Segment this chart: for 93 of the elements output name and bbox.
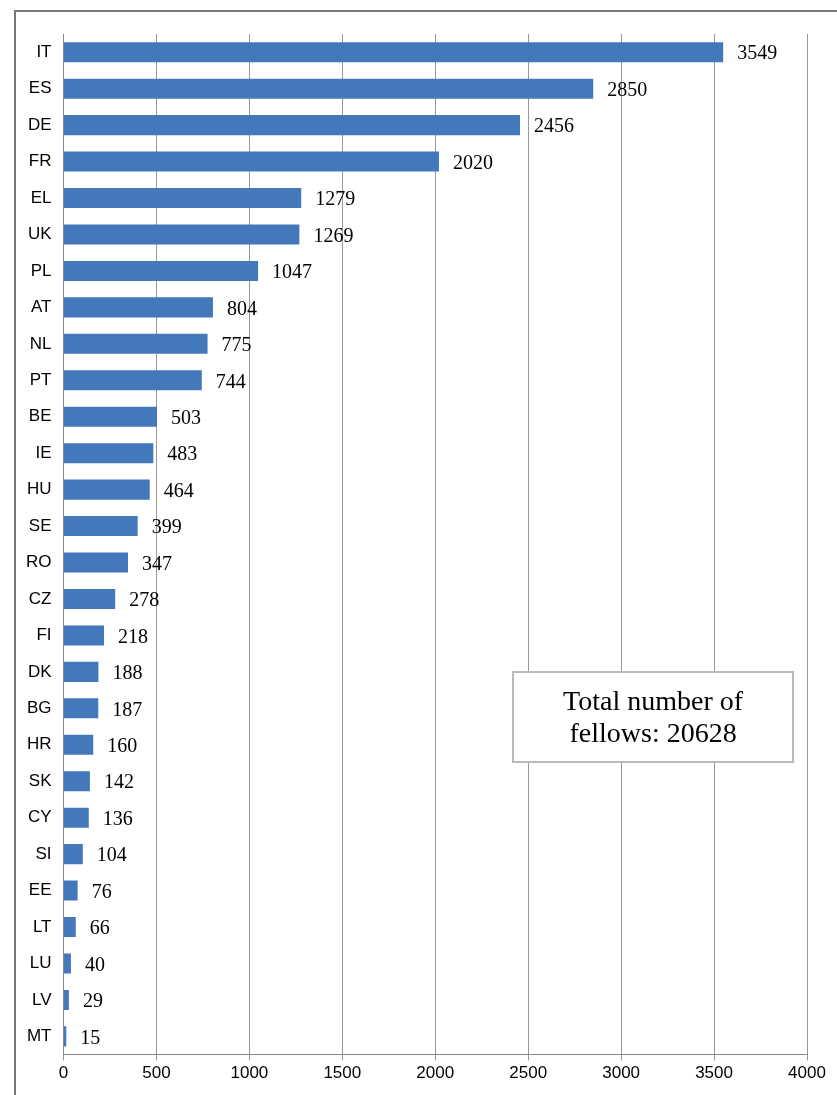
data-label: 503	[171, 405, 201, 428]
y-tick-label: BG	[26, 698, 52, 718]
bar	[64, 443, 154, 464]
bar	[64, 917, 76, 938]
bar	[64, 516, 138, 537]
data-label: 29	[82, 989, 103, 1012]
y-tick-label: NL	[29, 333, 52, 353]
x-tick-label: 0	[58, 1063, 69, 1083]
y-tick-label: EE	[28, 880, 52, 900]
bar	[64, 552, 128, 573]
data-label: 218	[118, 624, 149, 647]
data-label: 40	[84, 952, 105, 975]
y-tick-label: ES	[28, 78, 52, 98]
y-tick-label: PT	[29, 369, 52, 389]
x-tick-label: 4000	[788, 1063, 826, 1083]
bar	[64, 406, 157, 427]
y-tick-label: CZ	[28, 588, 52, 608]
x-tick-label: 3500	[695, 1063, 733, 1083]
y-tick-label: UK	[27, 224, 53, 244]
y-tick-label: DE	[27, 114, 52, 134]
bar	[64, 260, 259, 281]
data-label: 2850	[607, 77, 648, 100]
bar	[64, 953, 71, 974]
x-tick-label: 3000	[602, 1063, 641, 1083]
data-label: 66	[89, 916, 110, 939]
y-tick-label: FI	[36, 625, 52, 645]
data-label: 160	[107, 734, 138, 757]
data-label: 187	[112, 697, 143, 720]
data-label: 744	[215, 369, 246, 392]
bar	[64, 989, 69, 1010]
bar	[64, 698, 99, 719]
y-tick-label: LV	[31, 989, 53, 1009]
data-label: 464	[163, 478, 194, 501]
bar	[64, 151, 439, 172]
bar	[64, 42, 724, 63]
x-tick-label: 2000	[416, 1063, 455, 1083]
x-tick-label: 1500	[323, 1063, 362, 1083]
data-label: 1269	[313, 223, 354, 246]
data-label: 775	[221, 333, 252, 356]
data-label: 76	[91, 879, 112, 902]
bar	[64, 78, 594, 99]
bar	[64, 479, 150, 500]
data-label: 347	[142, 551, 172, 574]
data-label: 804	[226, 296, 257, 319]
data-label: 104	[96, 843, 127, 866]
y-tick-label: EL	[30, 187, 52, 207]
y-tick-label: CY	[27, 807, 52, 827]
y-tick-label: RO	[26, 552, 52, 572]
bar	[64, 625, 105, 646]
bar	[64, 844, 83, 865]
note-box: Total number of fellows: 20628	[511, 670, 795, 763]
y-tick-label: LU	[29, 953, 52, 973]
y-tick-label: HU	[26, 479, 52, 499]
bar	[64, 771, 90, 792]
bar	[64, 807, 89, 828]
bar	[64, 333, 208, 354]
data-label: 1047	[272, 260, 313, 283]
bar	[64, 188, 302, 209]
y-tick-label: AT	[31, 297, 52, 317]
data-label: 2456	[534, 114, 575, 137]
y-tick-label: SE	[28, 515, 52, 535]
data-label: 3549	[737, 41, 778, 64]
y-tick-label: IE	[35, 442, 52, 462]
bar	[64, 370, 202, 391]
y-tick-label: SK	[28, 770, 53, 790]
data-label: 278	[129, 588, 160, 611]
x-tick-label: 500	[142, 1063, 171, 1083]
bar	[64, 115, 521, 136]
bar	[64, 880, 78, 901]
bar	[64, 734, 94, 755]
data-label: 483	[167, 442, 198, 465]
y-tick-label: BE	[28, 406, 52, 426]
data-label: 15	[80, 1025, 101, 1048]
data-label: 2020	[452, 150, 493, 173]
y-tick-label: SI	[35, 843, 52, 863]
data-label: 136	[102, 806, 133, 829]
data-label: 399	[151, 515, 182, 538]
bar	[64, 224, 300, 245]
y-tick-label: LT	[32, 916, 52, 936]
y-tick-label: FR	[28, 151, 52, 171]
data-label: 142	[103, 770, 134, 793]
x-tick-label: 1000	[230, 1063, 269, 1083]
bar	[64, 588, 116, 609]
data-label: 1279	[315, 187, 356, 210]
bar	[64, 661, 99, 682]
y-tick-label: IT	[36, 41, 52, 61]
y-tick-label: MT	[26, 1026, 52, 1046]
y-tick-label: PL	[30, 260, 52, 280]
y-tick-label: HR	[26, 734, 52, 754]
data-label: 188	[112, 661, 143, 684]
bar	[64, 297, 213, 318]
x-tick-label: 2500	[509, 1063, 548, 1083]
y-tick-label: DK	[27, 661, 53, 681]
